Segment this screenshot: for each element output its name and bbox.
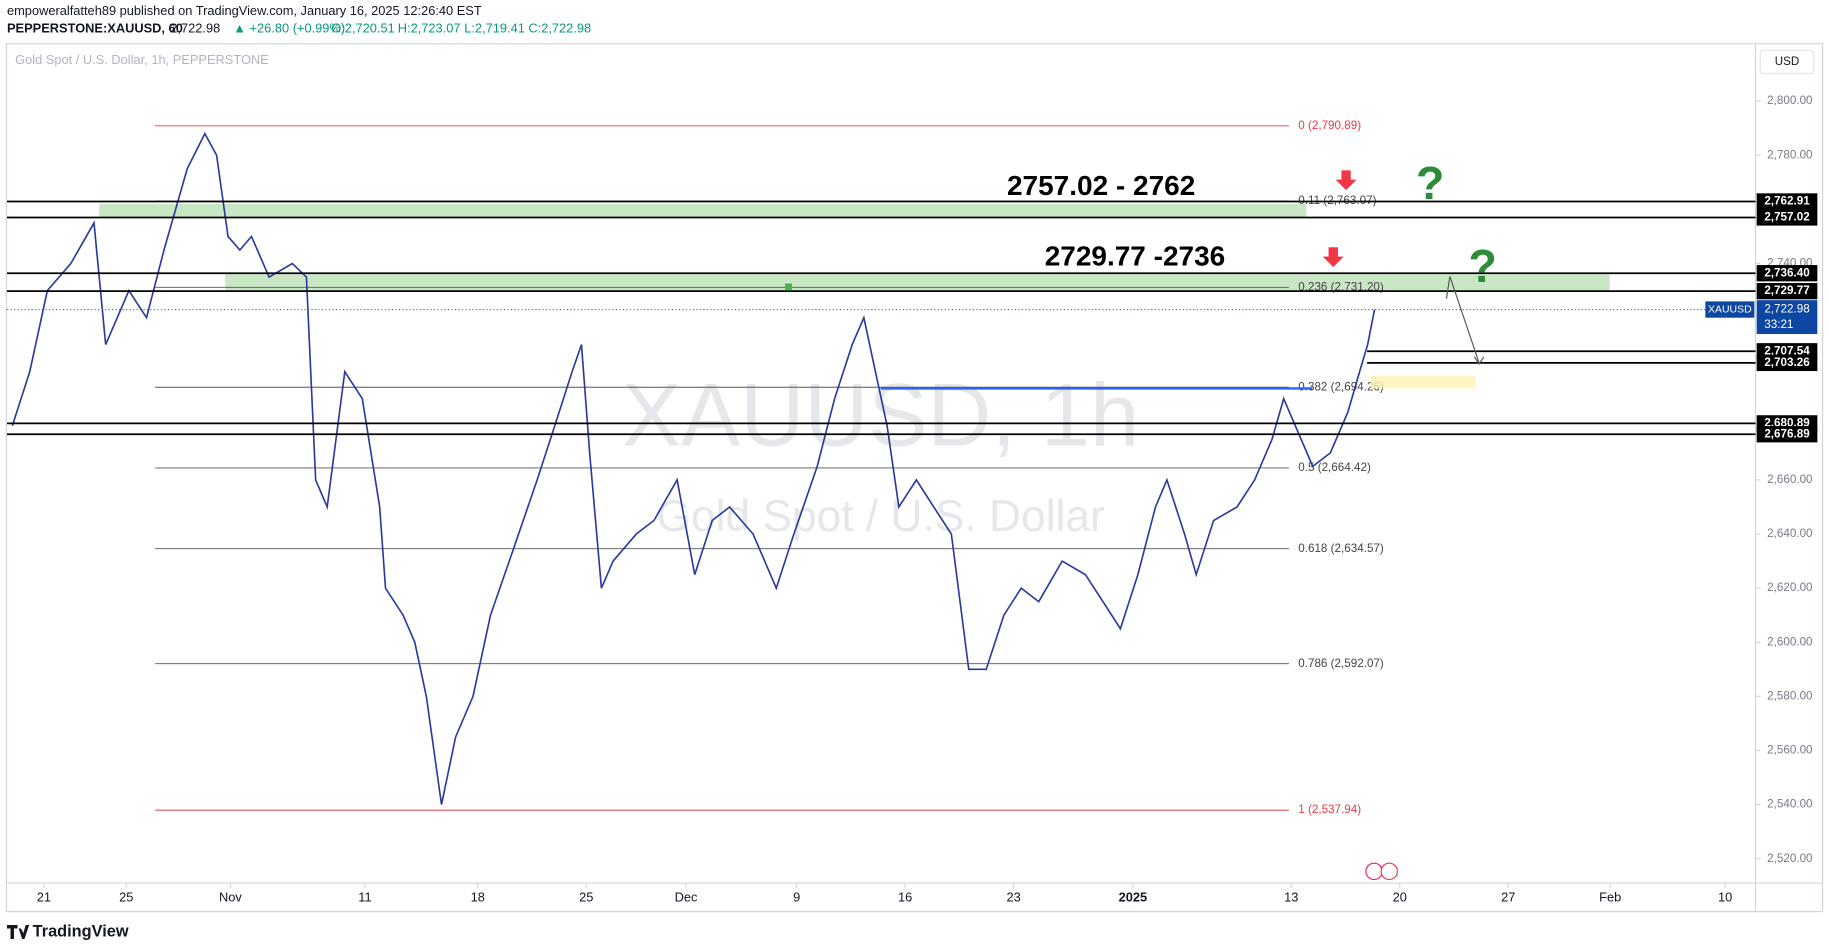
chart-title: Gold Spot / U.S. Dollar, 1h, PEPPERSTONE (15, 52, 269, 67)
x-tick-label: 2025 (1119, 890, 1148, 905)
countdown: 33:21 (1764, 318, 1793, 331)
level-tag (1756, 426, 1818, 443)
zone (99, 203, 1307, 218)
level-tag (1756, 282, 1818, 300)
last-price: 2,722.98 (170, 21, 220, 36)
x-tick-label: 16 (898, 890, 912, 905)
zone (225, 274, 1610, 292)
level-label: 2,703.26 (1764, 356, 1810, 369)
x-tick-label: Nov (219, 890, 242, 905)
symbol-line: PEPPERSTONE:XAUUSD, 60 2,722.98 ▲ +26.80… (7, 21, 591, 36)
watermark: XAUUSD, 1h (622, 366, 1139, 465)
fib-label: 0.5 (2,664.42) (1298, 461, 1371, 474)
x-tick-label: Dec (675, 890, 698, 905)
level-tag (1756, 193, 1818, 210)
event-icon[interactable] (1365, 862, 1383, 881)
fib-label: 0.236 (2,731.20) (1298, 280, 1384, 293)
level-label: 2,729.77 (1764, 284, 1809, 297)
event-icon[interactable] (1380, 862, 1398, 881)
y-tick-label: 2,540.00 (1767, 798, 1813, 811)
y-tick-label: 2,560.00 (1767, 744, 1813, 757)
x-tick-label: 25 (579, 890, 593, 905)
price-tag-label: 2,722.98 (1764, 303, 1809, 316)
arrow-head (1473, 356, 1485, 366)
y-tick-label: 2,800.00 (1767, 94, 1813, 107)
main-layer: 2,800.002,780.002,740.002,660.002,640.00… (6, 94, 1818, 905)
level-label: 2,676.89 (1764, 427, 1810, 440)
x-tick-label: 18 (471, 890, 485, 905)
symbol: PEPPERSTONE:XAUUSD, 60 (7, 21, 183, 36)
symbol-tag-label: XAUUSD (1708, 304, 1752, 315)
change: ▲ +26.80 (+0.99%) (233, 21, 345, 36)
level-tag (1756, 209, 1818, 226)
x-tick-label: 11 (358, 890, 371, 905)
currency-button[interactable] (1759, 49, 1815, 75)
x-tick-label: 23 (1006, 890, 1020, 905)
brand-logo (6, 925, 30, 940)
y-tick-label: 2,520.00 (1767, 852, 1813, 865)
x-tick-label: 10 (1718, 890, 1732, 905)
zone-label: 2729.77 -2736 (1045, 240, 1226, 271)
price-tag (1756, 300, 1818, 335)
brand-name: TradingView (33, 922, 129, 940)
y-tick-label: 2,780.00 (1767, 148, 1813, 161)
y-tick-label: 2,580.00 (1767, 689, 1813, 702)
brand: TradingView (6, 922, 129, 940)
x-tick-label: 9 (793, 890, 800, 905)
fib-label: 0.382 (2,694.26) (1298, 380, 1384, 393)
currency: USD (1775, 55, 1800, 68)
down-arrow (1322, 247, 1344, 268)
zone-label: 2757.02 - 2762 (1007, 170, 1195, 201)
y-tick-label: 2,640.00 (1767, 527, 1813, 540)
level-label: 2,762.91 (1764, 195, 1810, 208)
y-tick-label: 2,600.00 (1767, 635, 1813, 648)
ohlc-close: C:2,722.98 (528, 21, 591, 36)
ohlc-low: L:2,719.41 (464, 21, 525, 36)
question-mark: ? (1468, 240, 1496, 292)
watermark-sub: Gold Spot / U.S. Dollar (657, 492, 1105, 541)
fib-label: 1 (2,537.94) (1298, 803, 1361, 816)
x-tick-label: Feb (1599, 890, 1621, 905)
level-label: 2,757.02 (1764, 211, 1810, 224)
level-tag (1756, 265, 1818, 282)
level-tag (1756, 354, 1818, 372)
projection-arrow (1445, 276, 1480, 363)
symbol-tag (1705, 301, 1755, 318)
ohlc-open: O:2,720.51 (331, 21, 394, 36)
fib-label: 0 (2,790.89) (1298, 119, 1361, 132)
question-mark: ? (1416, 157, 1445, 209)
publisher-line: empoweralfatteh89 published on TradingVi… (7, 3, 482, 18)
fib-label: 0.618 (2,634.57) (1298, 542, 1384, 555)
x-tick-label: 25 (119, 890, 133, 905)
x-tick-label: 20 (1393, 890, 1407, 905)
fib-label: 0.786 (2,592.07) (1298, 657, 1384, 670)
price-line (11, 131, 1376, 805)
x-tick-label: 21 (37, 890, 51, 905)
x-tick-label: 13 (1284, 890, 1298, 905)
highlight-box (1370, 375, 1476, 389)
ohlc-high: H:2,723.07 (398, 21, 461, 36)
y-tick-label: 2,660.00 (1767, 473, 1813, 486)
y-tick-label: 2,620.00 (1767, 581, 1813, 594)
marker-square (785, 283, 793, 291)
x-tick-label: 27 (1501, 890, 1515, 905)
chart-frame (5, 43, 1824, 913)
down-arrow (1335, 170, 1357, 191)
level-label: 2,736.40 (1764, 266, 1809, 279)
level-label: 2,707.54 (1764, 344, 1810, 357)
